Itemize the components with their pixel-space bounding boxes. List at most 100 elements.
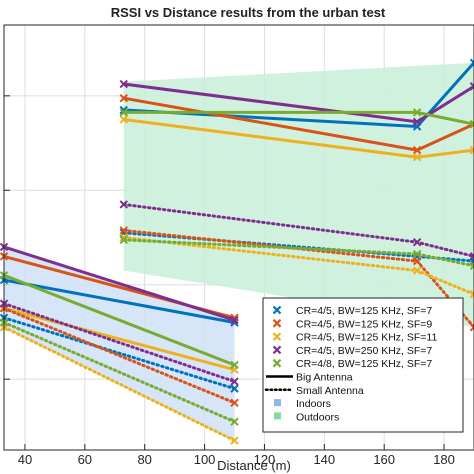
legend-entry: CR=4/5, BW=125 KHz, SF=7 <box>272 305 432 317</box>
marker-stroke <box>469 323 474 329</box>
marker-stroke <box>469 84 474 91</box>
legend-box <box>262 297 464 433</box>
data-point-marker <box>230 384 239 393</box>
marker-stroke <box>119 115 128 124</box>
legend-swatch <box>274 399 281 407</box>
series-line <box>3 273 236 367</box>
legend-marker <box>272 319 282 328</box>
x-tick-label: 120 <box>254 452 276 467</box>
marker-stroke <box>412 249 422 259</box>
legend-entry: CR=4/5, BW=125 KHz, SF=9 <box>272 318 432 330</box>
legend-label: Big Antenna <box>296 372 353 384</box>
marker-stroke <box>119 200 128 209</box>
marker-stroke <box>469 252 474 258</box>
legend-entry: Indoors <box>274 398 331 410</box>
marker-stroke <box>412 238 422 247</box>
region-outdoors <box>123 62 474 328</box>
data-point-marker <box>119 93 128 103</box>
data-point-marker <box>412 238 422 247</box>
series-line <box>2 321 237 424</box>
marker-stroke <box>469 289 474 296</box>
x-tick-label: 60 <box>78 452 92 467</box>
x-tick-label: 140 <box>313 452 335 467</box>
legend-entry: CR=4/5, BW=250 KHz, SF=7 <box>272 345 432 357</box>
legend-label: Indoors <box>296 398 331 410</box>
marker-stroke <box>119 79 128 89</box>
marker-stroke <box>469 145 474 152</box>
data-point-marker <box>469 289 474 299</box>
marker-stroke <box>119 235 128 245</box>
series-line <box>3 245 235 322</box>
legend-entry: Big Antenna <box>266 372 353 384</box>
x-tick-label: 40 <box>18 452 32 467</box>
marker-stroke <box>469 325 474 332</box>
legend-marker <box>272 345 282 355</box>
marker-stroke <box>230 436 239 445</box>
data-point-marker <box>119 226 128 235</box>
marker-stroke <box>469 261 474 268</box>
data-point-marker <box>469 323 474 332</box>
series-line <box>2 306 237 405</box>
data-point-marker <box>469 252 474 261</box>
marker-stroke <box>230 384 239 393</box>
series-line <box>3 306 235 372</box>
legend-label: CR=4/5, BW=125 KHz, SF=11 <box>296 332 437 344</box>
data-point-marker <box>469 119 474 129</box>
marker-stroke <box>469 82 474 88</box>
legend-entry: Small Antenna <box>264 385 364 397</box>
data-point-marker <box>412 145 422 155</box>
marker-stroke <box>469 148 474 155</box>
legend-marker <box>272 358 282 368</box>
marker-stroke <box>469 254 474 261</box>
legend-label: CR=4/8, BW=125 KHz, SF=7 <box>296 358 432 370</box>
marker-stroke <box>469 61 474 67</box>
data-point-marker <box>230 398 239 407</box>
data-point-marker <box>230 315 239 325</box>
marker-stroke <box>469 58 474 65</box>
legend-entry: CR=4/8, BW=125 KHz, SF=7 <box>272 358 432 370</box>
marker-stroke <box>230 377 239 386</box>
x-tick-label: 180 <box>433 452 455 467</box>
series-line <box>2 316 237 391</box>
data-point-marker <box>469 145 474 155</box>
marker-stroke <box>412 108 422 117</box>
data-point-marker <box>119 79 128 89</box>
marker-stroke <box>230 398 239 407</box>
data-point-marker <box>412 249 422 259</box>
marker-stroke <box>412 145 422 155</box>
chart-title: RSSI vs Distance results from the urban … <box>111 5 386 20</box>
plot-area-frame <box>3 24 474 451</box>
marker-stroke <box>469 119 474 126</box>
x-axis-ticks: 40 60 80 100 120 140 160 180 <box>18 444 455 467</box>
x-tick-label: 160 <box>373 452 395 467</box>
marker-stroke <box>119 93 128 103</box>
marker-stroke <box>412 266 422 275</box>
data-point-marker <box>412 256 422 266</box>
marker-stroke <box>230 360 239 370</box>
data-point-marker <box>412 117 422 127</box>
data-point-marker <box>469 58 474 67</box>
series-line <box>3 278 235 324</box>
data-point-marker <box>469 261 474 271</box>
marker-stroke <box>119 233 128 242</box>
marker-stroke <box>469 122 474 129</box>
x-axis-label: Distance (m) <box>217 458 291 473</box>
data-point-marker <box>230 436 239 445</box>
marker-stroke <box>469 292 474 299</box>
data-point-marker <box>230 360 239 370</box>
x-tick-label: 80 <box>137 452 151 467</box>
data-point-marker <box>230 417 239 426</box>
data-point-marker <box>412 108 422 117</box>
marker-stroke <box>230 315 239 325</box>
data-point-marker <box>119 235 128 245</box>
legend-entry: Outdoors <box>274 411 339 423</box>
data-point-marker <box>119 115 128 124</box>
legend-marker <box>272 332 282 341</box>
legend-label: Small Antenna <box>296 385 364 397</box>
marker-stroke <box>412 256 422 266</box>
marker-stroke <box>230 417 239 426</box>
legend-label: CR=4/5, BW=125 KHz, SF=9 <box>296 318 432 330</box>
legend-swatch <box>274 412 281 420</box>
legend-label: CR=4/5, BW=125 KHz, SF=7 <box>296 305 432 317</box>
